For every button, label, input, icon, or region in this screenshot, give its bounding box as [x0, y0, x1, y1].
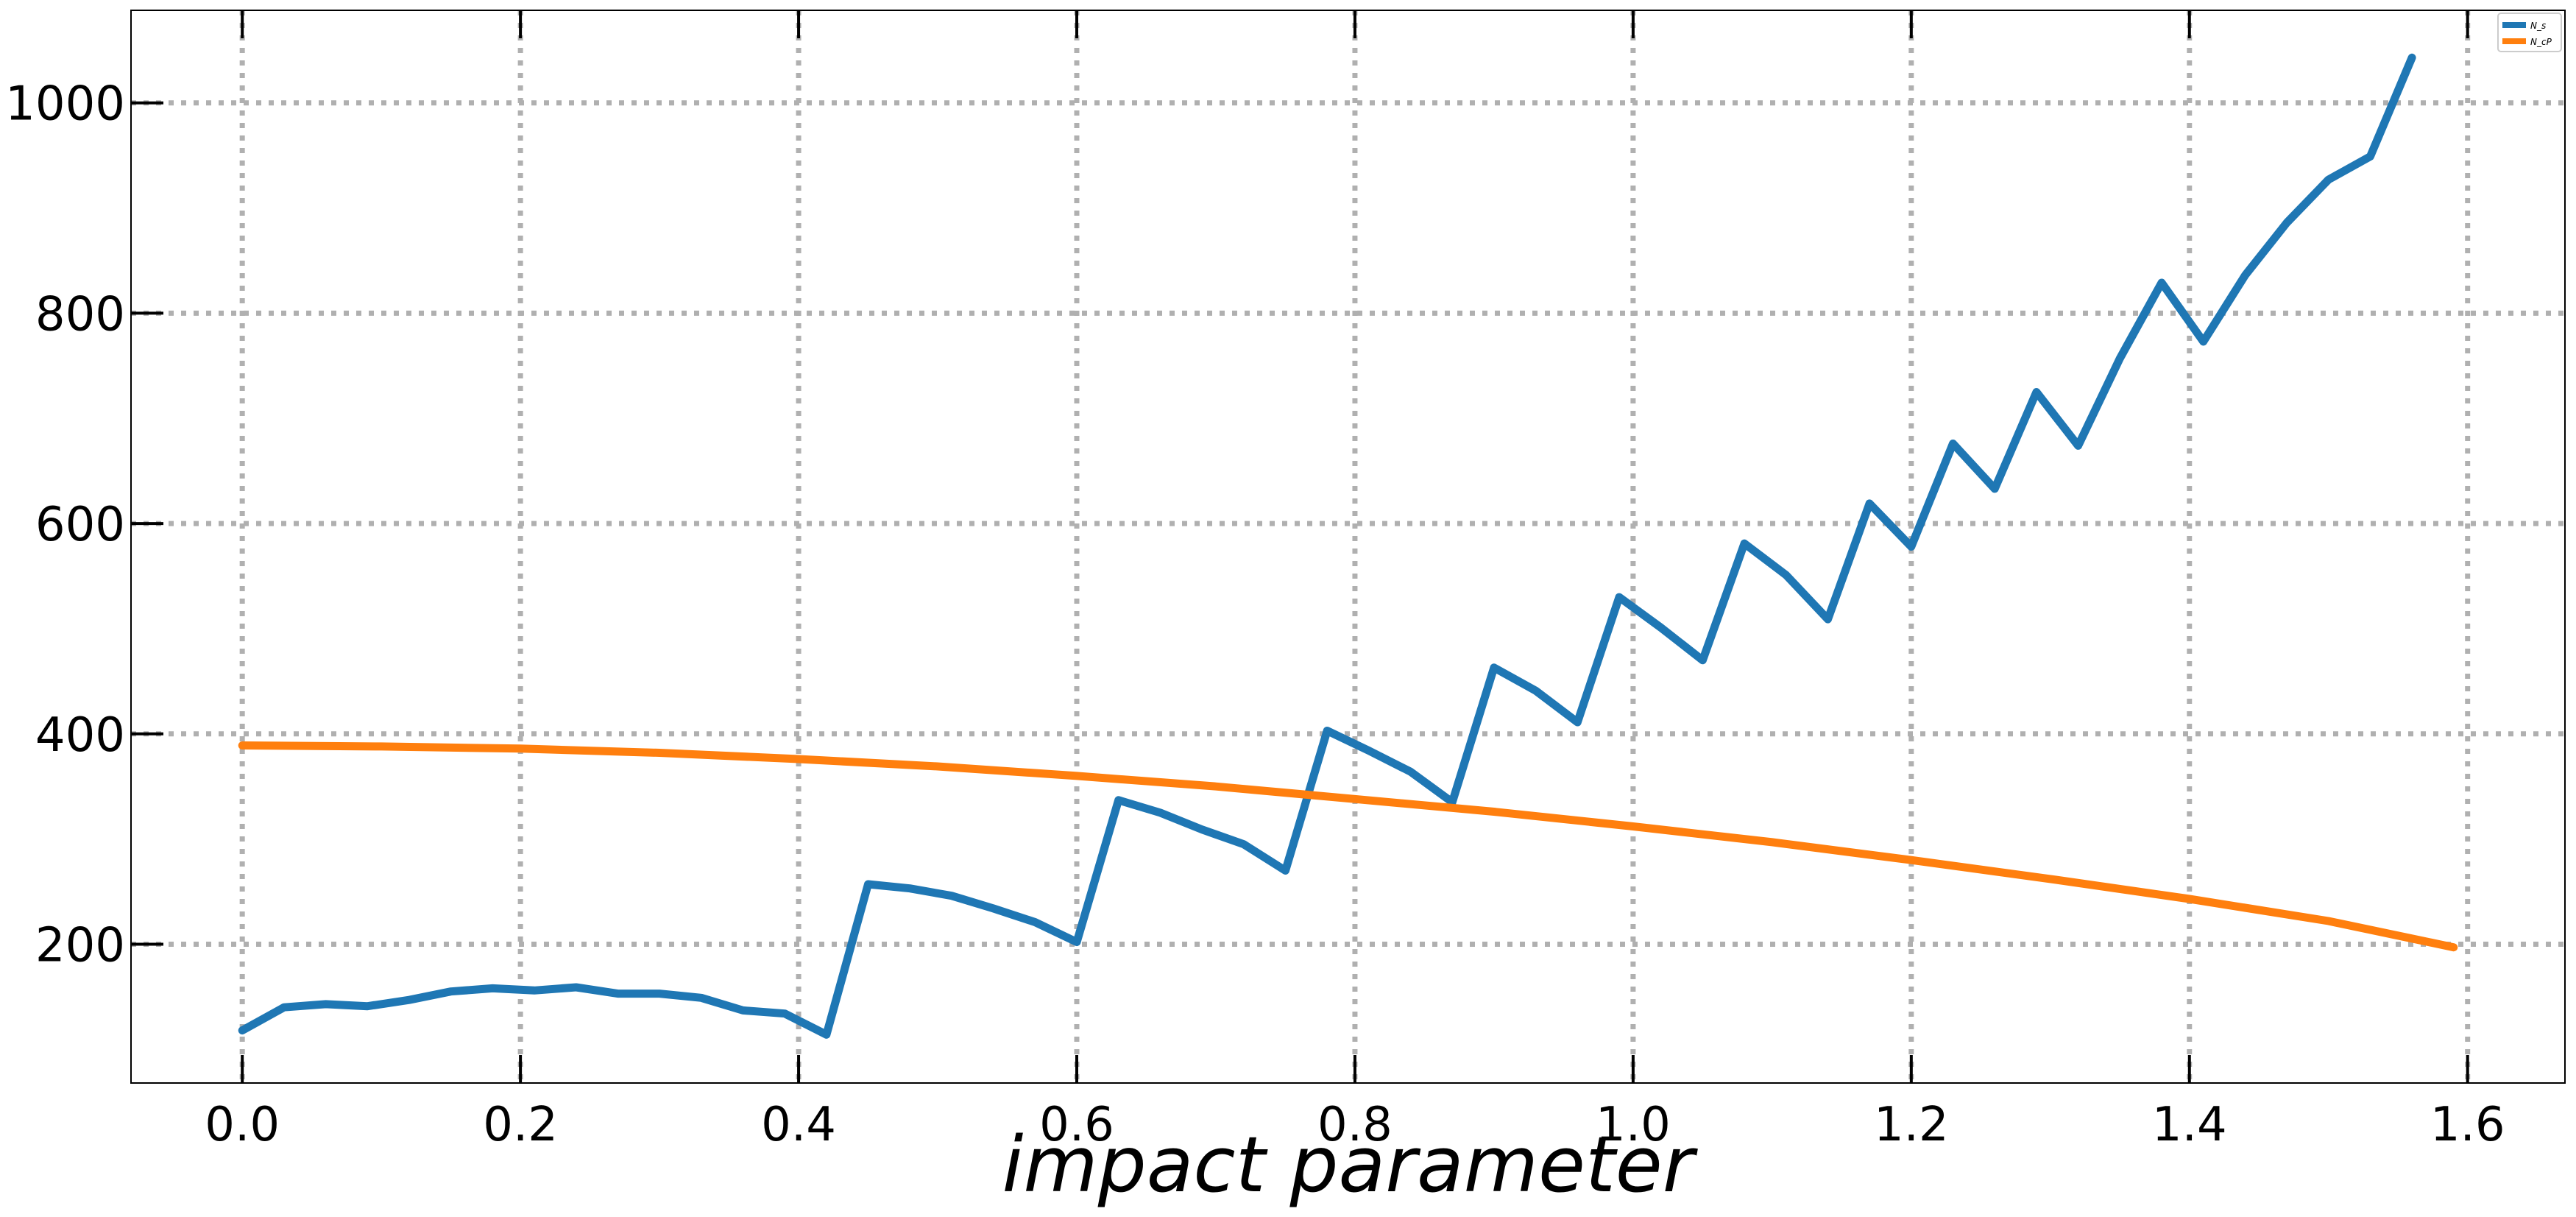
- x-tick-label: 1.0: [1596, 1098, 1671, 1152]
- legend: N_s N_cP: [2497, 13, 2562, 52]
- x-tick-label: 1.4: [2152, 1098, 2227, 1152]
- series-group: [238, 53, 2458, 1039]
- x-axis-label: impact parameter: [1002, 1120, 1698, 1210]
- y-tick-label: 600: [35, 498, 125, 552]
- series-line-1: [238, 741, 2458, 952]
- x-tick-label: 1.2: [1874, 1098, 1949, 1152]
- x-tick-label: 0.2: [483, 1098, 558, 1152]
- y-tick-label: 800: [35, 287, 125, 342]
- x-tick-label: 0.0: [205, 1098, 280, 1152]
- x-tick-label: 1.6: [2430, 1098, 2505, 1152]
- y-tick-label: 200: [35, 918, 125, 973]
- series-line-0: [238, 53, 2416, 1039]
- x-tick-label: 0.8: [1317, 1098, 1393, 1152]
- plot-frame: [130, 10, 2566, 1084]
- ticks: 0.0 0.2 0.4 0.6 0.8 1.0 1.2 1.4 1.6 200 400 600 800 1…: [5, 10, 2505, 1152]
- grid: [131, 10, 2565, 1083]
- x-tick-label: 0.4: [761, 1098, 836, 1152]
- legend-box: [2497, 13, 2562, 52]
- x-tick-label: 0.6: [1039, 1098, 1114, 1152]
- legend-label: N_s: [2530, 21, 2546, 31]
- y-tick-label: 400: [35, 708, 125, 763]
- y-tick-label: 1000: [5, 77, 125, 132]
- legend-label: N_cP: [2530, 37, 2552, 47]
